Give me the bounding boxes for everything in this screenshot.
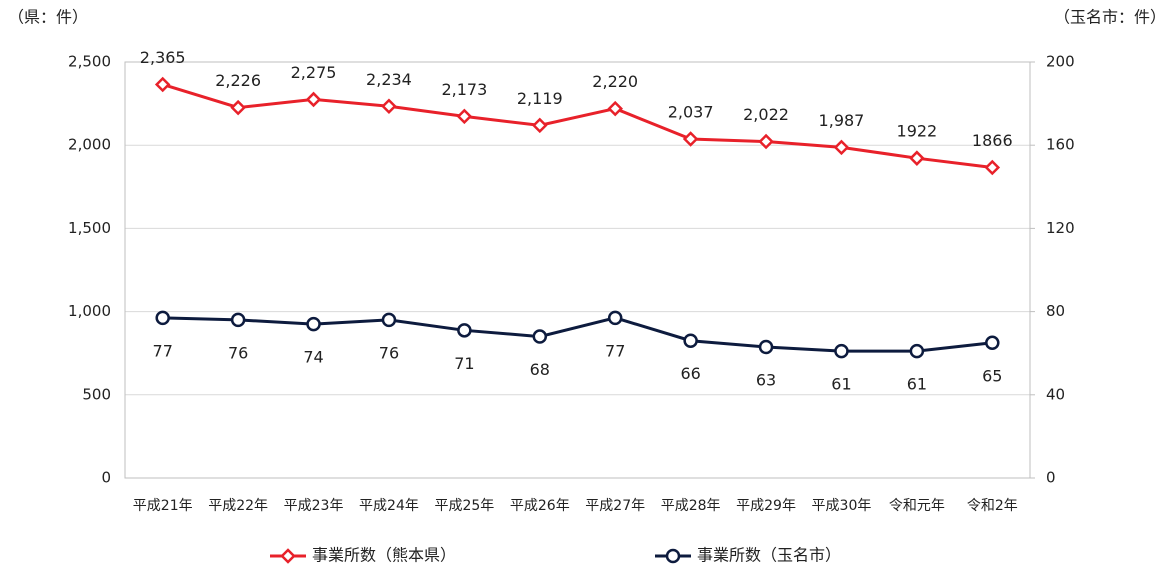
x-tick-label: 平成30年: [812, 498, 872, 514]
y2-tick-label: 40: [1046, 385, 1065, 403]
data-label: 2,022: [743, 105, 789, 124]
point: [532, 117, 548, 134]
data-label: 2,037: [668, 103, 714, 122]
point: [381, 312, 397, 328]
y-tick-label: 1,500: [68, 219, 111, 237]
x-tick-label: 平成29年: [736, 498, 796, 514]
y2-tick-label: 0: [1046, 469, 1056, 487]
data-label: 1922: [897, 122, 938, 141]
point: [305, 91, 322, 108]
point: [683, 333, 698, 348]
data-label: 65: [982, 366, 1002, 385]
data-label: 76: [228, 343, 248, 362]
legend-label: 事業所数（熊本県）: [312, 546, 456, 565]
y-tick-label: 1,000: [68, 302, 111, 320]
x-tick-label: 令和元年: [889, 498, 945, 514]
point: [758, 339, 774, 355]
series: 77 76 74 76 71 68 77 66 63 61 61 65: [153, 310, 1002, 394]
y-axis-label: （県：件）: [8, 8, 88, 27]
data-label: 2,220: [592, 72, 638, 91]
data-label: 66: [680, 364, 700, 383]
data-label: 71: [454, 354, 474, 373]
point: [833, 139, 850, 156]
y-tick-label: 500: [82, 385, 111, 403]
line: [162, 316, 993, 353]
x-tick-label: 令和2年: [967, 498, 1018, 514]
y-tick-label: 2,500: [68, 53, 111, 71]
y2-tick-label: 200: [1046, 53, 1075, 71]
x-tick-label: 平成25年: [434, 498, 494, 514]
data-label: 2,234: [366, 70, 412, 89]
data-label: 74: [303, 348, 323, 367]
data-label: 2,365: [140, 48, 186, 67]
legend-label: 事業所数（玉名市）: [697, 546, 841, 565]
point: [607, 100, 623, 117]
point: [985, 335, 1000, 351]
line: [162, 83, 993, 169]
data-label: 61: [831, 375, 851, 394]
y-tick-label: 0: [101, 469, 111, 487]
data-label: 1,987: [819, 111, 865, 130]
point: [306, 316, 321, 332]
y-tick-label: 2,000: [68, 136, 111, 154]
point: [984, 159, 1001, 176]
point: [607, 310, 623, 326]
data-label: 61: [907, 375, 927, 394]
point: [154, 76, 171, 93]
point: [909, 150, 925, 166]
legend-marker: [665, 548, 681, 564]
x-tick-label: 平成23年: [284, 498, 344, 514]
point: [909, 343, 925, 359]
data-label: 1866: [972, 131, 1013, 150]
data-label: 2,173: [441, 80, 487, 99]
data-label: 2,226: [215, 71, 261, 90]
data-label: 2,275: [291, 63, 337, 82]
y2-tick-label: 160: [1046, 136, 1075, 154]
x-tick-label: 平成28年: [661, 498, 721, 514]
x-tick-label: 平成26年: [510, 498, 570, 514]
point: [230, 99, 246, 116]
data-label: 63: [756, 370, 776, 389]
data-label: 77: [153, 341, 173, 360]
data-label: 2,119: [517, 89, 563, 108]
x-tick-label: 平成22年: [208, 498, 268, 514]
x-tick-label: 平成27年: [585, 498, 645, 514]
point: [456, 108, 473, 125]
x-tick-label: 平成21年: [133, 498, 193, 514]
data-label: 76: [379, 343, 399, 362]
series: 2,365 2,226 2,275 2,234 2,173 2,119 2,220 2,037…: [140, 48, 1013, 176]
point: [834, 343, 849, 359]
point: [155, 310, 170, 326]
legend-marker: [280, 548, 296, 564]
x-tick-label: 平成24年: [359, 498, 419, 514]
point: [381, 98, 397, 115]
data-label: 68: [530, 360, 550, 379]
point: [682, 131, 699, 147]
y2-axis-label: （玉名市：件）: [1054, 8, 1166, 27]
y2-tick-label: 120: [1046, 219, 1075, 237]
point: [457, 323, 472, 338]
plot-frame: [124, 61, 1031, 479]
y2-tick-label: 80: [1046, 302, 1065, 320]
point: [758, 133, 774, 150]
point: [532, 329, 548, 344]
data-label: 77: [605, 341, 625, 360]
point: [230, 312, 246, 328]
